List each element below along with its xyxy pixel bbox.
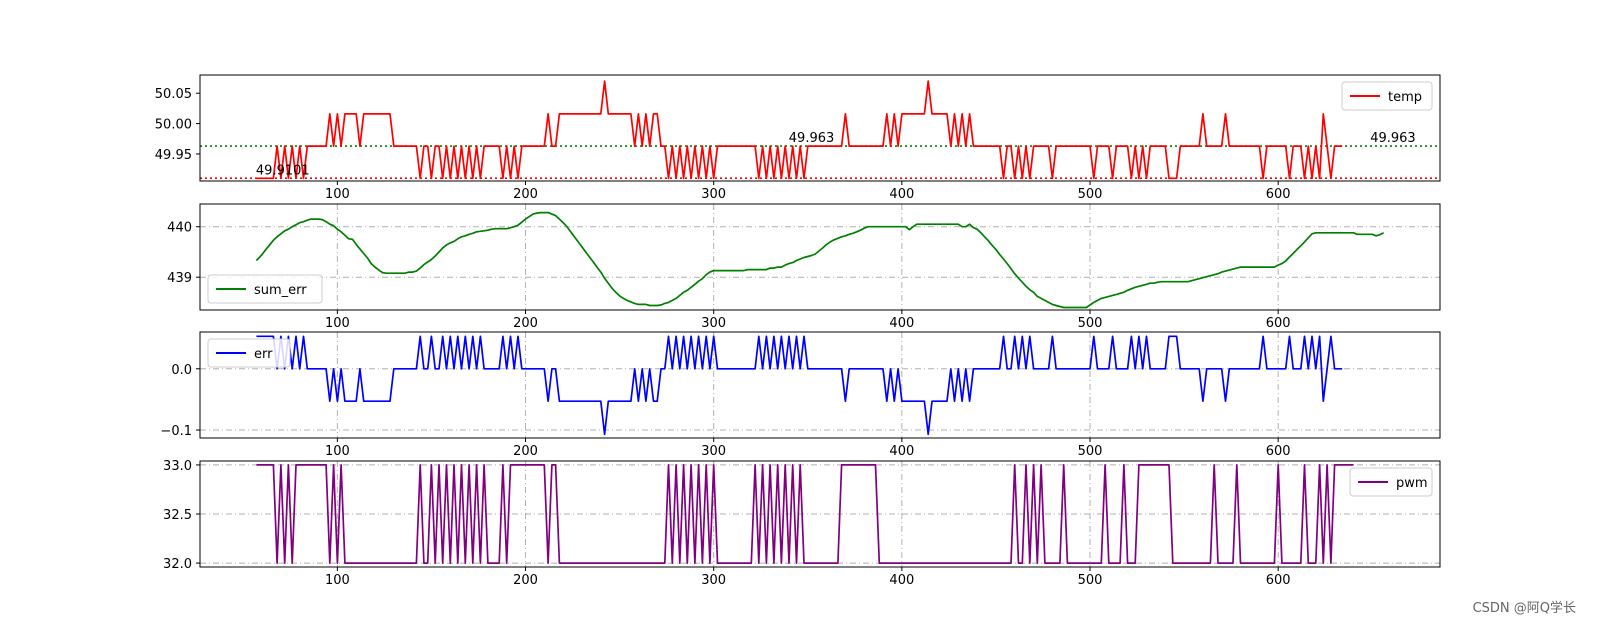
y-tick-label: −0.1	[160, 424, 192, 439]
y-tick-label: 49.95	[155, 148, 192, 163]
legend-label: temp	[1388, 90, 1422, 105]
y-tick-label: 50.00	[155, 118, 192, 133]
annotation-label: 49.963	[789, 131, 835, 146]
y-tick-label: 440	[167, 221, 192, 236]
legend: temp	[1341, 81, 1433, 111]
x-tick-label: 400	[889, 187, 914, 202]
y-tick-label: 439	[167, 271, 192, 286]
x-tick-label: 500	[1078, 187, 1103, 202]
x-tick-label: 200	[513, 573, 538, 588]
legend-label: sum_err	[254, 283, 307, 298]
y-tick-label: 32.0	[163, 557, 192, 572]
legend-box	[1349, 467, 1433, 497]
x-tick-label: 200	[513, 187, 538, 202]
x-tick-label: 400	[889, 316, 914, 331]
y-tick-label: 0.0	[171, 363, 192, 378]
temp-series-line	[256, 80, 1343, 180]
err-series-line	[256, 335, 1343, 436]
x-tick-label: 100	[325, 187, 350, 202]
legend-label: pwm	[1396, 476, 1428, 491]
x-tick-label: 200	[513, 316, 538, 331]
x-tick-label: 200	[513, 444, 538, 459]
x-tick-label: 400	[889, 573, 914, 588]
x-tick-label: 500	[1078, 573, 1103, 588]
legend-label: err	[254, 347, 273, 362]
axes-frame	[199, 74, 1441, 182]
x-tick-label: 100	[325, 316, 350, 331]
annotation-label: 49.963	[1370, 131, 1416, 146]
x-tick-label: 600	[1266, 444, 1291, 459]
x-tick-label: 100	[325, 444, 350, 459]
x-tick-label: 100	[325, 573, 350, 588]
pwm-series-line	[256, 464, 1354, 564]
x-tick-label: 300	[701, 573, 726, 588]
err-subplot: 100 200 300 400 500 600 −0.1 0.0 err	[160, 331, 1441, 459]
legend: err	[207, 338, 291, 368]
legend-box	[1341, 81, 1433, 111]
legend: pwm	[1349, 467, 1433, 497]
x-tick-label: 400	[889, 444, 914, 459]
x-tick-label: 300	[701, 444, 726, 459]
x-tick-label: 500	[1078, 316, 1103, 331]
legend: sum_err	[207, 274, 323, 304]
annotation-label: 49.9101	[256, 163, 310, 178]
y-tick-label: 50.05	[155, 87, 192, 102]
axes-frame	[199, 203, 1441, 311]
pwm-subplot: 100 200 300 400 500 600 32.0 32.5 33.0 pwm	[163, 459, 1441, 588]
x-tick-label: 500	[1078, 444, 1103, 459]
axes-frame	[199, 331, 1441, 439]
x-tick-label: 600	[1266, 187, 1291, 202]
legend-box	[207, 274, 323, 304]
x-tick-label: 600	[1266, 316, 1291, 331]
x-tick-label: 300	[701, 187, 726, 202]
x-tick-label: 300	[701, 316, 726, 331]
sum_err-series-line	[255, 211, 1384, 309]
credit-watermark: CSDN @阿Q学长	[1472, 601, 1576, 616]
x-tick-label: 600	[1266, 573, 1291, 588]
y-tick-label: 32.5	[163, 508, 192, 523]
legend-box	[207, 338, 291, 368]
temp-subplot: 49.9101 49.963 49.963 100 200 300 400 500 600 49.…	[155, 74, 1441, 202]
y-tick-label: 33.0	[163, 459, 192, 474]
sum-err-subplot: 100 200 300 400 500 600 439 440 sum_err	[167, 203, 1441, 331]
